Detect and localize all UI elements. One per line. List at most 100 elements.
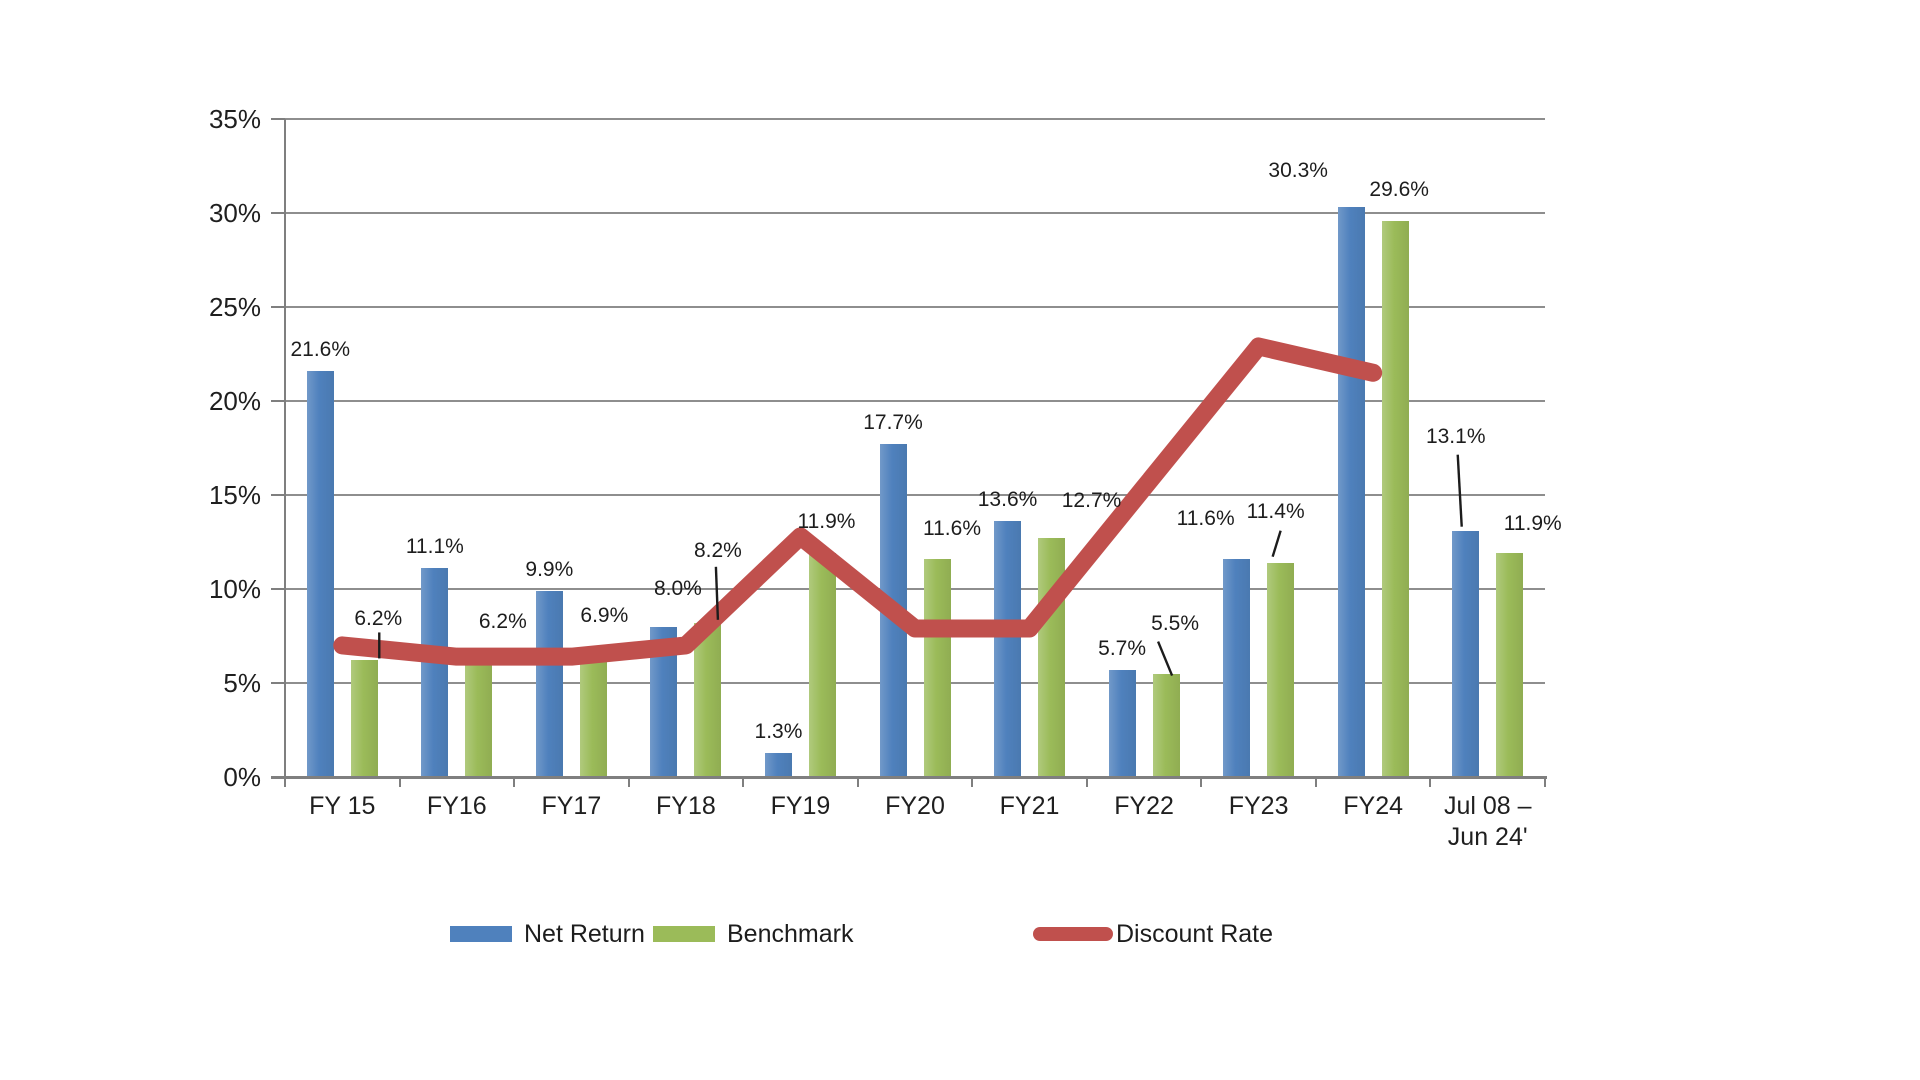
legend-swatch-benchmark xyxy=(653,926,715,942)
data-label-benchmark-4: 11.9% xyxy=(797,510,856,534)
y-tick-label: 35% xyxy=(208,104,261,134)
data-label-benchmark-5: 11.6% xyxy=(923,516,981,540)
y-axis-tick xyxy=(271,212,285,214)
x-axis-tick xyxy=(398,778,401,787)
bar-net-return-5 xyxy=(879,444,907,777)
data-label-net-return-7: 5.7% xyxy=(1098,636,1147,660)
bar-net-return-0 xyxy=(306,370,334,777)
data-label-benchmark-2: 6.9% xyxy=(580,604,629,628)
data-label-benchmark-1: 6.2% xyxy=(478,610,527,634)
data-label-net-return-10: 13.1% xyxy=(1425,424,1486,448)
bar-benchmark-1 xyxy=(465,660,493,777)
bar-benchmark-0 xyxy=(350,660,378,777)
y-tick-label: 30% xyxy=(208,198,261,228)
data-label-benchmark-0: 6.2% xyxy=(354,607,403,631)
y-axis-tick xyxy=(271,588,285,590)
bar-net-return-10 xyxy=(1452,530,1480,777)
x-tick-label: Jul 08 – Jun 24' xyxy=(1443,792,1532,851)
legend-item-benchmark: Benchmark xyxy=(653,918,853,950)
data-label-benchmark-3: 8.2% xyxy=(693,538,742,562)
x-tick-label: FY19 xyxy=(770,792,831,820)
y-axis-tick xyxy=(271,400,285,402)
data-label-benchmark-9: 29.6% xyxy=(1369,177,1429,201)
x-tick-label: FY21 xyxy=(999,792,1060,820)
y-tick-label: 25% xyxy=(208,292,261,322)
bar-net-return-9 xyxy=(1337,207,1365,777)
y-tick-label: 0% xyxy=(223,762,261,792)
x-tick-label: FY23 xyxy=(1228,792,1289,820)
x-axis-tick xyxy=(856,778,859,787)
x-axis-tick xyxy=(513,778,516,787)
bar-net-return-3 xyxy=(650,626,678,777)
bar-benchmark-6 xyxy=(1038,538,1066,777)
x-axis-tick xyxy=(1429,778,1432,787)
data-label-net-return-3: 8.0% xyxy=(653,576,702,600)
y-axis-tick xyxy=(271,682,285,684)
y-axis-tick xyxy=(271,494,285,496)
y-tick-label: 10% xyxy=(208,574,261,604)
data-label-net-return-6: 13.6% xyxy=(977,488,1038,512)
y-tick-label: 20% xyxy=(208,386,261,416)
bar-benchmark-5 xyxy=(923,558,951,777)
x-axis-tick xyxy=(284,778,286,787)
bar-net-return-8 xyxy=(1223,558,1251,777)
gridline xyxy=(285,306,1545,308)
label-leader-line xyxy=(1271,530,1282,558)
label-leader-line xyxy=(714,566,720,620)
gridline xyxy=(285,682,1545,684)
legend-item-net-return: Net Return xyxy=(450,918,645,950)
x-axis-tick xyxy=(1544,778,1546,787)
bar-benchmark-8 xyxy=(1267,562,1295,777)
data-label-net-return-0: 21.6% xyxy=(290,337,351,361)
bar-net-return-1 xyxy=(421,568,449,777)
legend-swatch-net-return xyxy=(450,926,512,942)
x-axis-tick xyxy=(1314,778,1317,787)
data-label-net-return-4: 1.3% xyxy=(754,719,803,743)
gridline xyxy=(285,118,1545,120)
legend-label-net-return: Net Return xyxy=(524,919,645,948)
bar-benchmark-4 xyxy=(808,553,836,777)
x-axis-tick xyxy=(971,778,974,787)
data-label-net-return-9: 30.3% xyxy=(1268,159,1328,183)
bar-benchmark-3 xyxy=(694,622,722,777)
label-leader-line xyxy=(1456,454,1463,527)
bar-net-return-6 xyxy=(994,521,1022,777)
x-tick-label: FY24 xyxy=(1343,792,1404,820)
gridline xyxy=(285,212,1545,214)
data-label-benchmark-10: 11.9% xyxy=(1503,512,1562,536)
y-tick-label: 15% xyxy=(208,480,261,510)
label-leader-line xyxy=(1156,641,1174,677)
bar-net-return-7 xyxy=(1108,669,1136,777)
bar-benchmark-9 xyxy=(1381,220,1409,777)
x-axis-tick xyxy=(742,778,745,787)
bar-benchmark-10 xyxy=(1496,553,1524,777)
x-tick-label: FY20 xyxy=(885,792,945,820)
data-label-net-return-5: 17.7% xyxy=(863,411,923,435)
x-tick-label: FY18 xyxy=(656,792,716,820)
bar-net-return-2 xyxy=(535,590,563,777)
bar-benchmark-7 xyxy=(1152,673,1180,777)
data-label-benchmark-6: 12.7% xyxy=(1061,489,1122,513)
x-tick-label: FY22 xyxy=(1114,792,1174,820)
x-tick-label: FY16 xyxy=(426,792,487,820)
x-axis-tick xyxy=(1085,778,1088,787)
legend-label-benchmark: Benchmark xyxy=(727,919,854,948)
bar-benchmark-2 xyxy=(579,647,607,777)
data-label-net-return-8: 11.6% xyxy=(1176,506,1235,530)
data-label-benchmark-8: 11.4% xyxy=(1246,499,1305,523)
x-tick-label: FY17 xyxy=(541,792,602,820)
y-axis-tick xyxy=(271,306,285,308)
data-label-net-return-2: 9.9% xyxy=(525,557,574,581)
x-tick-label: FY 15 xyxy=(309,792,376,820)
data-label-net-return-1: 11.1% xyxy=(405,535,464,559)
x-axis-tick xyxy=(1200,778,1203,787)
x-axis-line xyxy=(271,776,1547,779)
y-axis-tick xyxy=(271,118,285,120)
bar-net-return-4 xyxy=(764,752,792,777)
y-tick-label: 5% xyxy=(223,668,261,698)
data-label-benchmark-7: 5.5% xyxy=(1151,611,1200,635)
y-axis-line xyxy=(284,119,286,779)
legend-label-discount-rate: Discount Rate xyxy=(1116,919,1274,948)
legend-swatch-discount-rate xyxy=(1033,927,1113,941)
